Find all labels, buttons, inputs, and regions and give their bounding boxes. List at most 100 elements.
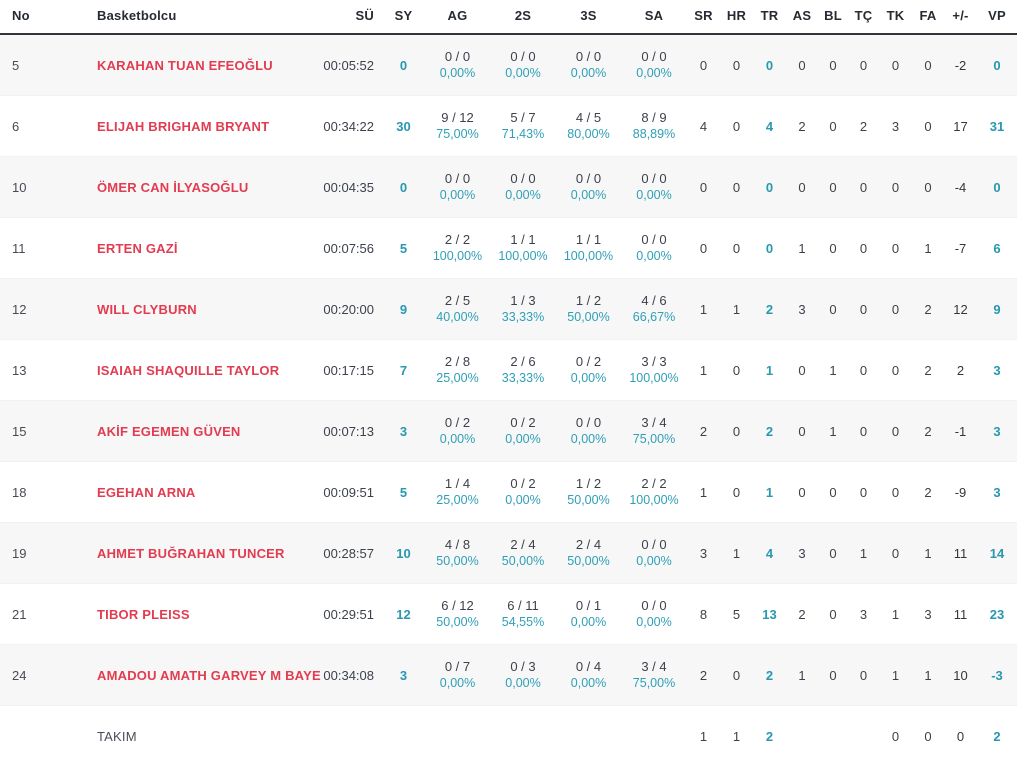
stat-cell-su: 00:28:57 (310, 522, 382, 584)
shooting-percentage: 100,00% (629, 371, 679, 385)
column-header-fa: FA (912, 0, 944, 35)
made-attempts: 0 / 0 (641, 171, 667, 186)
stat-cell-sr: 2 (687, 644, 720, 706)
player-name-link[interactable]: ÖMER CAN İLYASOĞLU (97, 179, 249, 195)
stat-cell-pm: 0 (944, 705, 977, 763)
player-stats-row: 18 EGEHAN ARNA 00:09:51 5 1 / 4 25,00% 0 / 2 0,… (0, 461, 1017, 523)
player-name-link[interactable]: ELIJAH BRIGHAM BRYANT (97, 118, 270, 134)
column-header-name: Basketbolcu (95, 0, 310, 35)
shooting-cell-sa (621, 705, 687, 763)
shooting-cell-sa: 0 / 0 0,00% (621, 156, 687, 218)
stat-cell-hr: 1 (720, 522, 753, 584)
shooting-cell-ag: 0 / 0 0,00% (425, 34, 490, 96)
stat-cell-hr: 1 (720, 278, 753, 340)
shooting-percentage: 40,00% (436, 310, 479, 324)
stat-cell-sr: 8 (687, 583, 720, 645)
player-stats-row: 19 AHMET BUĞRAHAN TUNCER 00:28:57 10 4 / 8 50… (0, 522, 1017, 584)
stat-cell-vp: 3 (977, 339, 1017, 401)
stat-cell-as: 0 (786, 34, 818, 96)
shooting-cell-sa: 3 / 4 75,00% (621, 400, 687, 462)
stat-cell-as: 3 (786, 522, 818, 584)
shooting-cell-s3: 1 / 2 50,00% (556, 461, 621, 523)
player-stats-row: 5 KARAHAN TUAN EFEOĞLU 00:05:52 0 0 / 0 0,00%… (0, 34, 1017, 96)
made-attempts: 2 / 6 (510, 354, 536, 369)
made-attempts: 0 / 3 (510, 659, 536, 674)
shooting-cell-s2: 5 / 7 71,43% (490, 95, 556, 157)
made-attempts: 3 / 4 (641, 415, 667, 430)
stat-cell-sr: 0 (687, 156, 720, 218)
stat-cell-tk: 0 (879, 156, 912, 218)
player-stats-row: 11 ERTEN GAZİ 00:07:56 5 2 / 2 100,00% 1 / 1 10… (0, 217, 1017, 279)
shooting-cell-s3: 0 / 0 0,00% (556, 34, 621, 96)
player-name-link[interactable]: AKİF EGEMEN GÜVEN (97, 423, 241, 439)
stat-cell-no: 21 (0, 583, 95, 645)
stat-cell-bl (818, 705, 848, 763)
made-attempts: 0 / 0 (575, 49, 602, 64)
shooting-percentage: 0,00% (636, 188, 672, 202)
stat-cell-bl: 0 (818, 278, 848, 340)
made-attempts: 0 / 0 (444, 49, 471, 64)
stat-cell-no: 15 (0, 400, 95, 462)
column-header-tr: TR (753, 0, 786, 35)
stat-cell-bl: 0 (818, 95, 848, 157)
player-name-link[interactable]: AMADOU AMATH GARVEY M BAYE (97, 667, 321, 683)
stat-cell-sr: 4 (687, 95, 720, 157)
shooting-cell-sa: 8 / 9 88,89% (621, 95, 687, 157)
made-attempts: 2 / 2 (641, 476, 667, 491)
made-attempts: 0 / 2 (444, 415, 471, 430)
stat-cell-fa: 2 (912, 339, 944, 401)
shooting-cell-s2 (490, 705, 556, 763)
player-name-link[interactable]: TIBOR PLEISS (97, 606, 190, 622)
stat-cell-pm: -2 (944, 34, 977, 96)
player-stats-row: 24 AMADOU AMATH GARVEY M BAYE 00:34:08 3 0 /… (0, 644, 1017, 706)
shooting-percentage: 0,00% (636, 554, 672, 568)
player-name-link[interactable]: EGEHAN ARNA (97, 484, 196, 500)
player-name-link[interactable]: WILL CLYBURN (97, 301, 197, 317)
player-name-link[interactable]: ERTEN GAZİ (97, 240, 178, 256)
player-name-link[interactable]: KARAHAN TUAN EFEOĞLU (97, 57, 273, 73)
stat-cell-pm: 17 (944, 95, 977, 157)
shooting-cell-ag: 2 / 2 100,00% (425, 217, 490, 279)
player-name-link[interactable]: AHMET BUĞRAHAN TUNCER (97, 545, 285, 561)
made-attempts: 3 / 4 (641, 659, 667, 674)
stat-cell-tc: 0 (848, 461, 879, 523)
made-attempts: 0 / 4 (575, 659, 602, 674)
shooting-percentage: 33,33% (501, 371, 545, 385)
player-name-cell: WILL CLYBURN (95, 278, 310, 340)
made-attempts: 0 / 7 (444, 659, 471, 674)
player-stats-row: 6 ELIJAH BRIGHAM BRYANT 00:34:22 30 9 / 12 75… (0, 95, 1017, 157)
stat-cell-bl: 0 (818, 34, 848, 96)
shooting-cell-s2: 1 / 3 33,33% (490, 278, 556, 340)
shooting-percentage: 100,00% (432, 249, 483, 263)
shooting-cell-sa: 0 / 0 0,00% (621, 583, 687, 645)
made-attempts: 1 / 2 (575, 476, 602, 491)
shooting-cell-ag: 2 / 8 25,00% (425, 339, 490, 401)
stat-cell-pm: 11 (944, 522, 977, 584)
stat-cell-as: 0 (786, 156, 818, 218)
stat-cell-tr: 2 (753, 705, 786, 763)
team-totals-row: TAKIM 1 1 2 0 0 0 2 (0, 705, 1017, 763)
shooting-cell-s3: 0 / 0 0,00% (556, 156, 621, 218)
stat-cell-pm: -1 (944, 400, 977, 462)
made-attempts: 0 / 0 (641, 232, 667, 247)
stat-cell-hr: 5 (720, 583, 753, 645)
column-header-ag: AG (425, 0, 490, 35)
stat-cell-vp: 23 (977, 583, 1017, 645)
stat-cell-tk: 1 (879, 583, 912, 645)
shooting-percentage: 66,67% (632, 310, 676, 324)
shooting-cell-s2: 0 / 2 0,00% (490, 461, 556, 523)
shooting-cell-s3: 0 / 4 0,00% (556, 644, 621, 706)
shooting-percentage: 54,55% (501, 615, 545, 629)
made-attempts: 2 / 4 (510, 537, 536, 552)
stat-cell-sr: 0 (687, 34, 720, 96)
player-name-cell: EGEHAN ARNA (95, 461, 310, 523)
stat-cell-tk: 0 (879, 34, 912, 96)
made-attempts: 0 / 2 (575, 354, 602, 369)
made-attempts: 0 / 1 (575, 598, 602, 613)
column-header-hr: HR (720, 0, 753, 35)
team-label: TAKIM (97, 728, 137, 744)
header-row: No Basketbolcu SÜ SY AG 2S 3S SA SR HR TR AS BL TÇ TK F… (0, 0, 1017, 35)
shooting-cell-s3: 0 / 0 0,00% (556, 400, 621, 462)
stat-cell-no: 12 (0, 278, 95, 340)
player-name-link[interactable]: ISAIAH SHAQUILLE TAYLOR (97, 362, 280, 378)
